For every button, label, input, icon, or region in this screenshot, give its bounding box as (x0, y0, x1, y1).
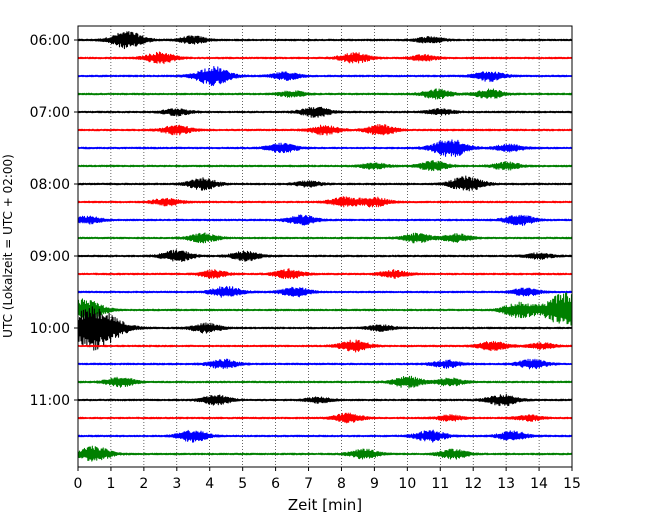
trace-07:00 (78, 106, 572, 118)
y-tick-label: 11:00 (30, 393, 70, 409)
trace-09:45 (78, 292, 572, 326)
trace-08:00 (78, 175, 572, 192)
trace-09:00 (78, 249, 572, 262)
trace-10:30 (78, 358, 572, 370)
trace-10:15 (78, 339, 572, 353)
trace-06:00 (78, 30, 572, 50)
trace-06:45 (78, 88, 572, 100)
trace-08:15 (78, 196, 572, 208)
trace-11:45 (78, 445, 572, 462)
trace-06:30 (78, 65, 572, 87)
trace-08:30 (78, 214, 572, 227)
trace-11:15 (78, 412, 572, 424)
x-tick-label: 10 (398, 476, 416, 492)
trace-07:15 (78, 123, 572, 136)
x-tick-label: 13 (497, 476, 515, 492)
y-tick-label: 08:00 (30, 177, 70, 193)
trace-10:45 (78, 375, 572, 389)
trace-07:30 (78, 139, 572, 158)
trace-11:30 (78, 429, 572, 443)
x-axis-label: Zeit [min] (288, 496, 362, 514)
x-tick-label: 5 (238, 476, 247, 492)
x-axis-ticks: 0 1 2 3 4 5 6 7 8 9 10 11 12 13 14 15 (74, 467, 581, 492)
plot-frame (77, 25, 573, 468)
x-tick-label: 14 (530, 476, 548, 492)
y-tick-label: 10:00 (30, 321, 70, 337)
x-tick-label: 6 (271, 476, 280, 492)
x-tick-label: 0 (74, 476, 83, 492)
x-tick-label: 2 (139, 476, 148, 492)
y-axis-label: UTC (Lokalzeit = UTC + 02:00) (1, 154, 15, 338)
trace-10:00 (78, 306, 572, 351)
x-tick-label: 1 (106, 476, 115, 492)
trace-07:45 (78, 160, 572, 172)
y-axis-ticks: 06:00 07:00 08:00 09:00 10:00 11:00 (30, 33, 78, 409)
x-tick-label: 4 (205, 476, 214, 492)
seismogram-traces (78, 30, 572, 462)
trace-09:30 (78, 285, 572, 298)
trace-11:00 (78, 393, 572, 407)
x-tick-label: 7 (304, 476, 313, 492)
y-tick-label: 07:00 (30, 105, 70, 121)
trace-09:15 (78, 268, 572, 280)
x-tick-label: 3 (172, 476, 181, 492)
x-tick-label: 9 (370, 476, 379, 492)
y-tick-label: 09:00 (30, 249, 70, 265)
x-tick-label: 15 (563, 476, 581, 492)
y-tick-label: 06:00 (30, 33, 70, 49)
x-tick-label: 11 (431, 476, 449, 492)
x-tick-label: 12 (464, 476, 482, 492)
trace-08:45 (78, 232, 572, 244)
trace-06:15 (78, 51, 572, 65)
x-tick-label: 8 (337, 476, 346, 492)
